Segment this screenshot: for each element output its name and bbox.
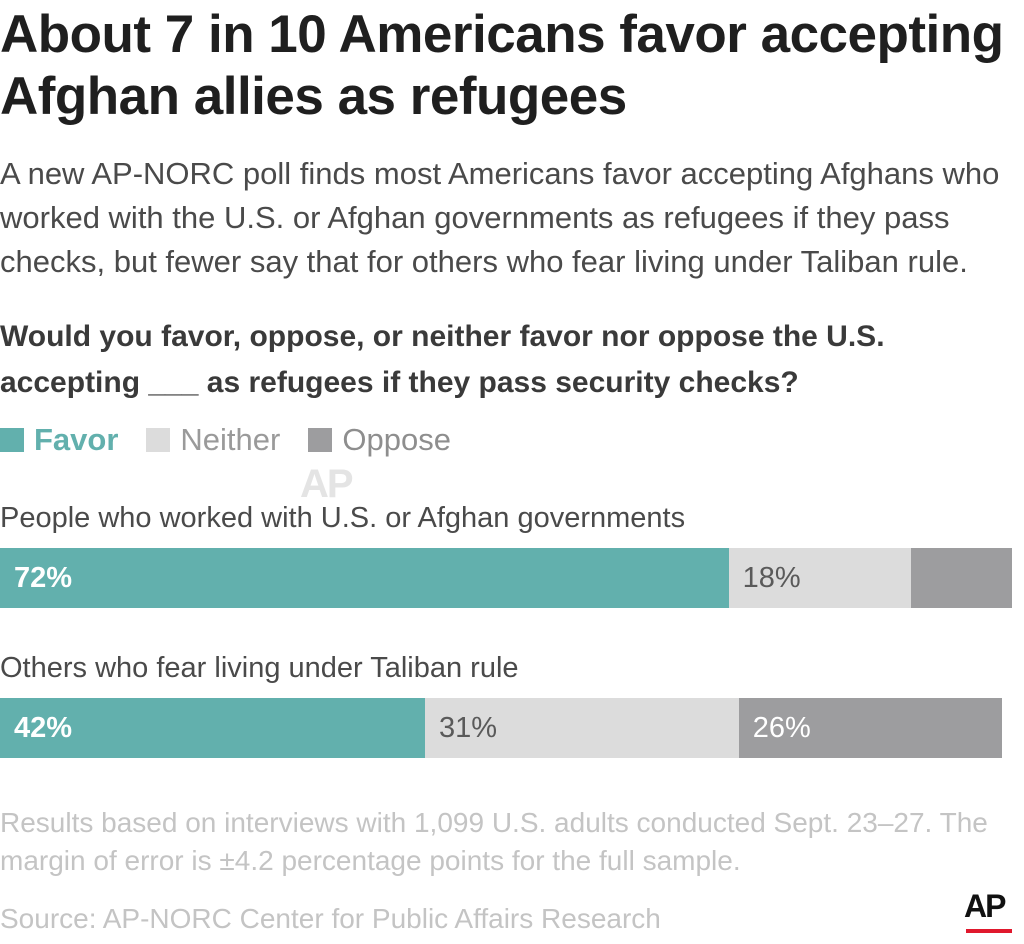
chart-title: About 7 in 10 Americans favor accepting … [0, 5, 1004, 126]
legend-swatch-favor [0, 428, 24, 452]
bar-segment-neither [425, 698, 739, 758]
data-label-favor: 42% [14, 712, 73, 744]
legend-swatch-oppose [308, 428, 333, 452]
bar-row-1: 72% 18% [0, 548, 1012, 608]
ap-watermark: AP [300, 462, 354, 506]
bar-segment-oppose [910, 548, 1012, 608]
survey-question: Would you favor, oppose, or neither favo… [0, 320, 885, 399]
category-label-1: People who worked with U.S. or Afghan go… [0, 502, 686, 534]
legend-label-oppose: Oppose [342, 422, 451, 457]
legend-label-neither: Neither [180, 422, 281, 457]
data-label-favor: 72% [14, 562, 73, 594]
legend-item-neither: Neither [146, 422, 280, 458]
data-label-neither: 18% [742, 562, 801, 594]
legend-item-oppose: Oppose [308, 422, 451, 458]
legend: Favor Neither Oppose [0, 420, 479, 460]
footnote: Results based on interviews with 1,099 U… [0, 807, 988, 876]
category-label-2: Others who fear living under Taliban rul… [0, 652, 519, 684]
bar-segment-oppose [738, 698, 1002, 758]
bar-segment-favor [0, 548, 729, 608]
data-label-oppose: 26% [752, 712, 811, 744]
ap-logo-underline [966, 929, 1012, 933]
bar-segment-favor [0, 698, 426, 758]
data-label-neither: 31% [439, 712, 498, 744]
chart-subtitle: A new AP-NORC poll finds most Americans … [0, 156, 1000, 279]
legend-item-favor: Favor [0, 422, 118, 458]
legend-label-favor: Favor [34, 422, 119, 457]
bar-segment-neither [728, 548, 911, 608]
source-note: Source: AP-NORC Center for Public Affair… [0, 903, 661, 934]
ap-logo: AP [964, 888, 1006, 924]
legend-swatch-neither [146, 428, 171, 452]
bar-row-2: 42% 31% 26% [0, 698, 1012, 758]
